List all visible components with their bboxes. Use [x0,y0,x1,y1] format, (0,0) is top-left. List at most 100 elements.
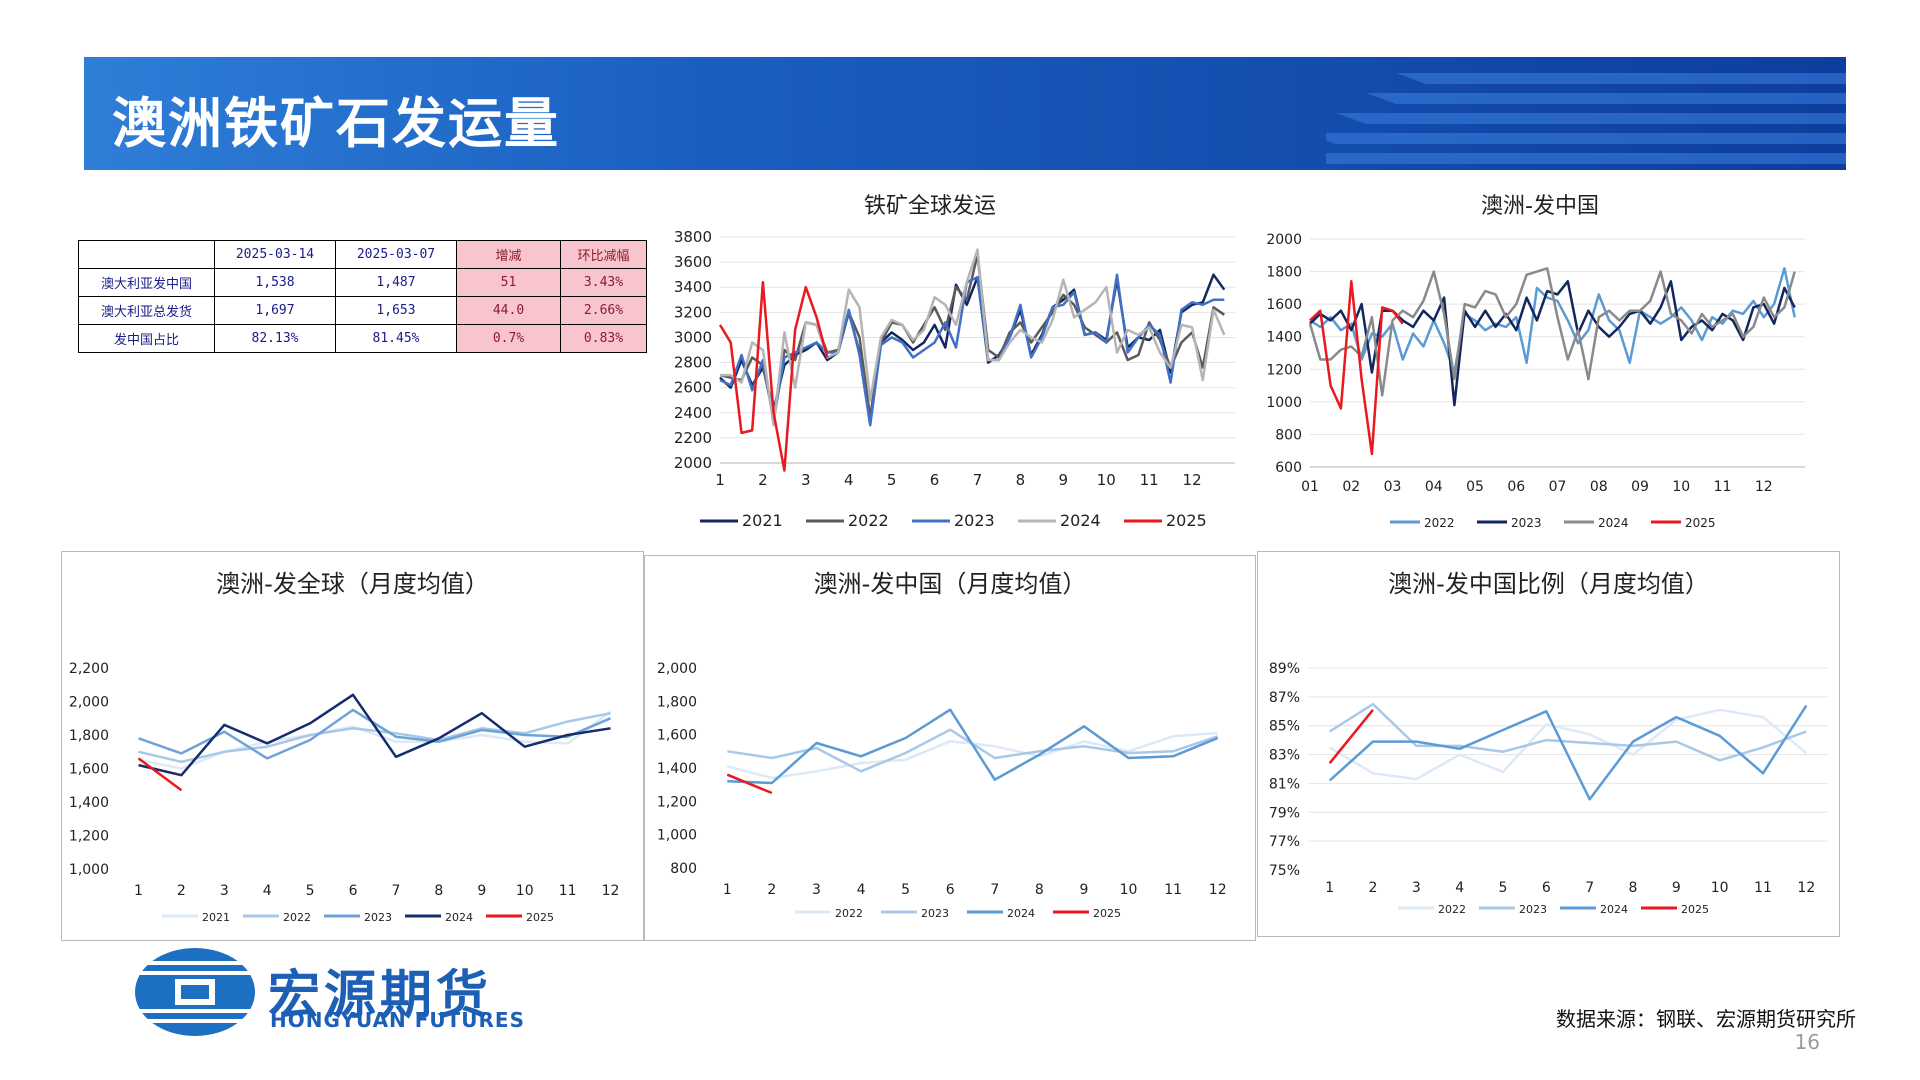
x-tick-label: 5 [1499,880,1508,896]
x-tick-label: 6 [1542,880,1551,896]
x-tick-label: 2 [1369,880,1378,896]
series-line-2023 [1329,702,1807,762]
y-tick-label: 77% [1269,834,1300,850]
legend-label: 2023 [1511,516,1542,530]
company-logo-cn: 宏源期货 [268,966,493,1026]
x-tick-label: 04 [1425,479,1443,495]
table-cell: 0.83% [560,324,647,353]
series-line-2024 [138,693,611,777]
table-cell: 1,653 [335,296,457,325]
series-line-2023 [727,728,1219,773]
series-line-2022 [1329,708,1808,781]
chart-title-monthly-global: 澳洲-发全球（月度均值） [216,570,489,598]
x-tick-label: 06 [1507,479,1525,495]
table-header-row: 2025-03-14 2025-03-07 增减 环比减幅 [78,240,647,269]
x-tick-label: 5 [887,471,897,489]
chart-title-weekly-china: 澳洲-发中国 [1481,194,1599,219]
x-tick-label: 6 [349,883,358,899]
y-tick-label: 3000 [674,328,712,346]
x-tick-label: 5 [901,882,910,898]
x-tick-label: 12 [602,883,620,899]
legend-label: 2025 [526,911,554,924]
y-tick-label: 600 [1275,460,1302,476]
legend-label: 2024 [445,911,473,924]
x-tick-label: 9 [1059,471,1069,489]
series-line-2021 [719,273,1226,420]
table-row: 澳大利亚发中国 1,538 1,487 51 3.43% [78,268,647,297]
y-tick-label: 1,400 [657,761,697,777]
x-tick-label: 12 [1797,880,1815,896]
y-tick-label: 1,200 [69,829,109,845]
table-header-cell: 增减 [456,240,561,269]
x-tick-label: 8 [1035,882,1044,898]
legend-label: 2023 [1519,903,1547,916]
title-banner: 澳洲铁矿石发运量 [84,57,1846,170]
y-tick-label: 3400 [674,278,712,296]
page-title: 澳洲铁矿石发运量 [112,92,560,155]
legend-label: 2022 [1438,903,1466,916]
y-tick-label: 3600 [674,253,712,271]
monthly-global-panel: 澳洲-发全球（月度均值） 1,000 1,200 1,400 1,600 1,800 2,… [61,551,644,941]
y-tick-label: 1,800 [69,728,109,744]
chart-title-weekly-global: 铁矿全球发运 [863,194,996,219]
table-row-label: 澳大利亚发中国 [78,268,215,297]
x-tick-label: 12 [1755,479,1773,495]
x-tick-label: 1 [715,471,725,489]
y-tick-label: 1600 [1266,297,1302,313]
x-tick-label: 11 [1140,471,1159,489]
y-tick-label: 2,000 [657,661,697,677]
x-tick-label: 3 [812,882,821,898]
y-tick-label: 1,800 [657,694,697,710]
x-tick-label: 02 [1342,479,1360,495]
table-cell: 44.0 [456,296,561,325]
legend-label: 2022 [848,511,889,530]
y-tick-label: 1400 [1266,330,1302,346]
table-header-cell: 2025-03-07 [335,240,457,269]
x-tick-label: 7 [1585,880,1594,896]
x-tick-label: 4 [844,471,854,489]
x-tick-label: 01 [1301,479,1319,495]
table-row: 发中国占比 82.13% 81.45% 0.7% 0.83% [78,324,647,353]
x-tick-label: 2 [767,882,776,898]
series-line-2025 [726,773,773,795]
y-tick-label: 2000 [674,454,712,472]
x-tick-label: 11 [1754,880,1772,896]
series-line-2025 [137,757,183,792]
x-tick-label: 1 [1325,880,1334,896]
y-tick-label: 1200 [1266,362,1302,378]
x-tick-label: 07 [1549,479,1567,495]
table-header-cell [78,240,215,269]
table-cell: 2.66% [560,296,647,325]
weekly-china-chart: 600 800 1000 1200 1400 1600 1800 2000 01 02 03 04 05… [1266,232,1805,530]
series-line-2024 [1308,267,1796,397]
x-tick-label: 03 [1384,479,1402,495]
y-tick-label: 79% [1269,805,1300,821]
x-tick-label: 9 [477,883,486,899]
y-tick-label: 2200 [674,429,712,447]
x-tick-label: 11 [559,883,577,899]
legend-label: 2024 [1598,516,1629,530]
legend-label: 2023 [954,511,995,530]
x-tick-label: 10 [1120,882,1138,898]
y-tick-label: 89% [1269,661,1300,677]
y-tick-label: 800 [1275,427,1302,443]
company-logo-icon [135,948,255,1036]
chart-title-monthly-china: 澳洲-发中国（月度均值） [813,570,1087,598]
y-tick-label: 1,000 [69,862,109,878]
legend-label: 2024 [1060,511,1101,530]
x-tick-label: 8 [434,883,443,899]
legend-label: 2023 [364,911,392,924]
series-line-2024 [720,248,1226,427]
x-tick-label: 3 [220,883,229,899]
table-cell: 51 [456,268,561,297]
x-tick-label: 4 [263,883,272,899]
y-tick-label: 1800 [1266,265,1302,281]
legend-label: 2022 [283,911,311,924]
legend-label: 2025 [1166,511,1207,530]
y-tick-label: 2600 [674,379,712,397]
y-tick-label: 2800 [674,354,712,372]
x-tick-label: 7 [391,883,400,899]
x-tick-label: 2 [758,471,768,489]
y-tick-label: 87% [1269,690,1300,706]
